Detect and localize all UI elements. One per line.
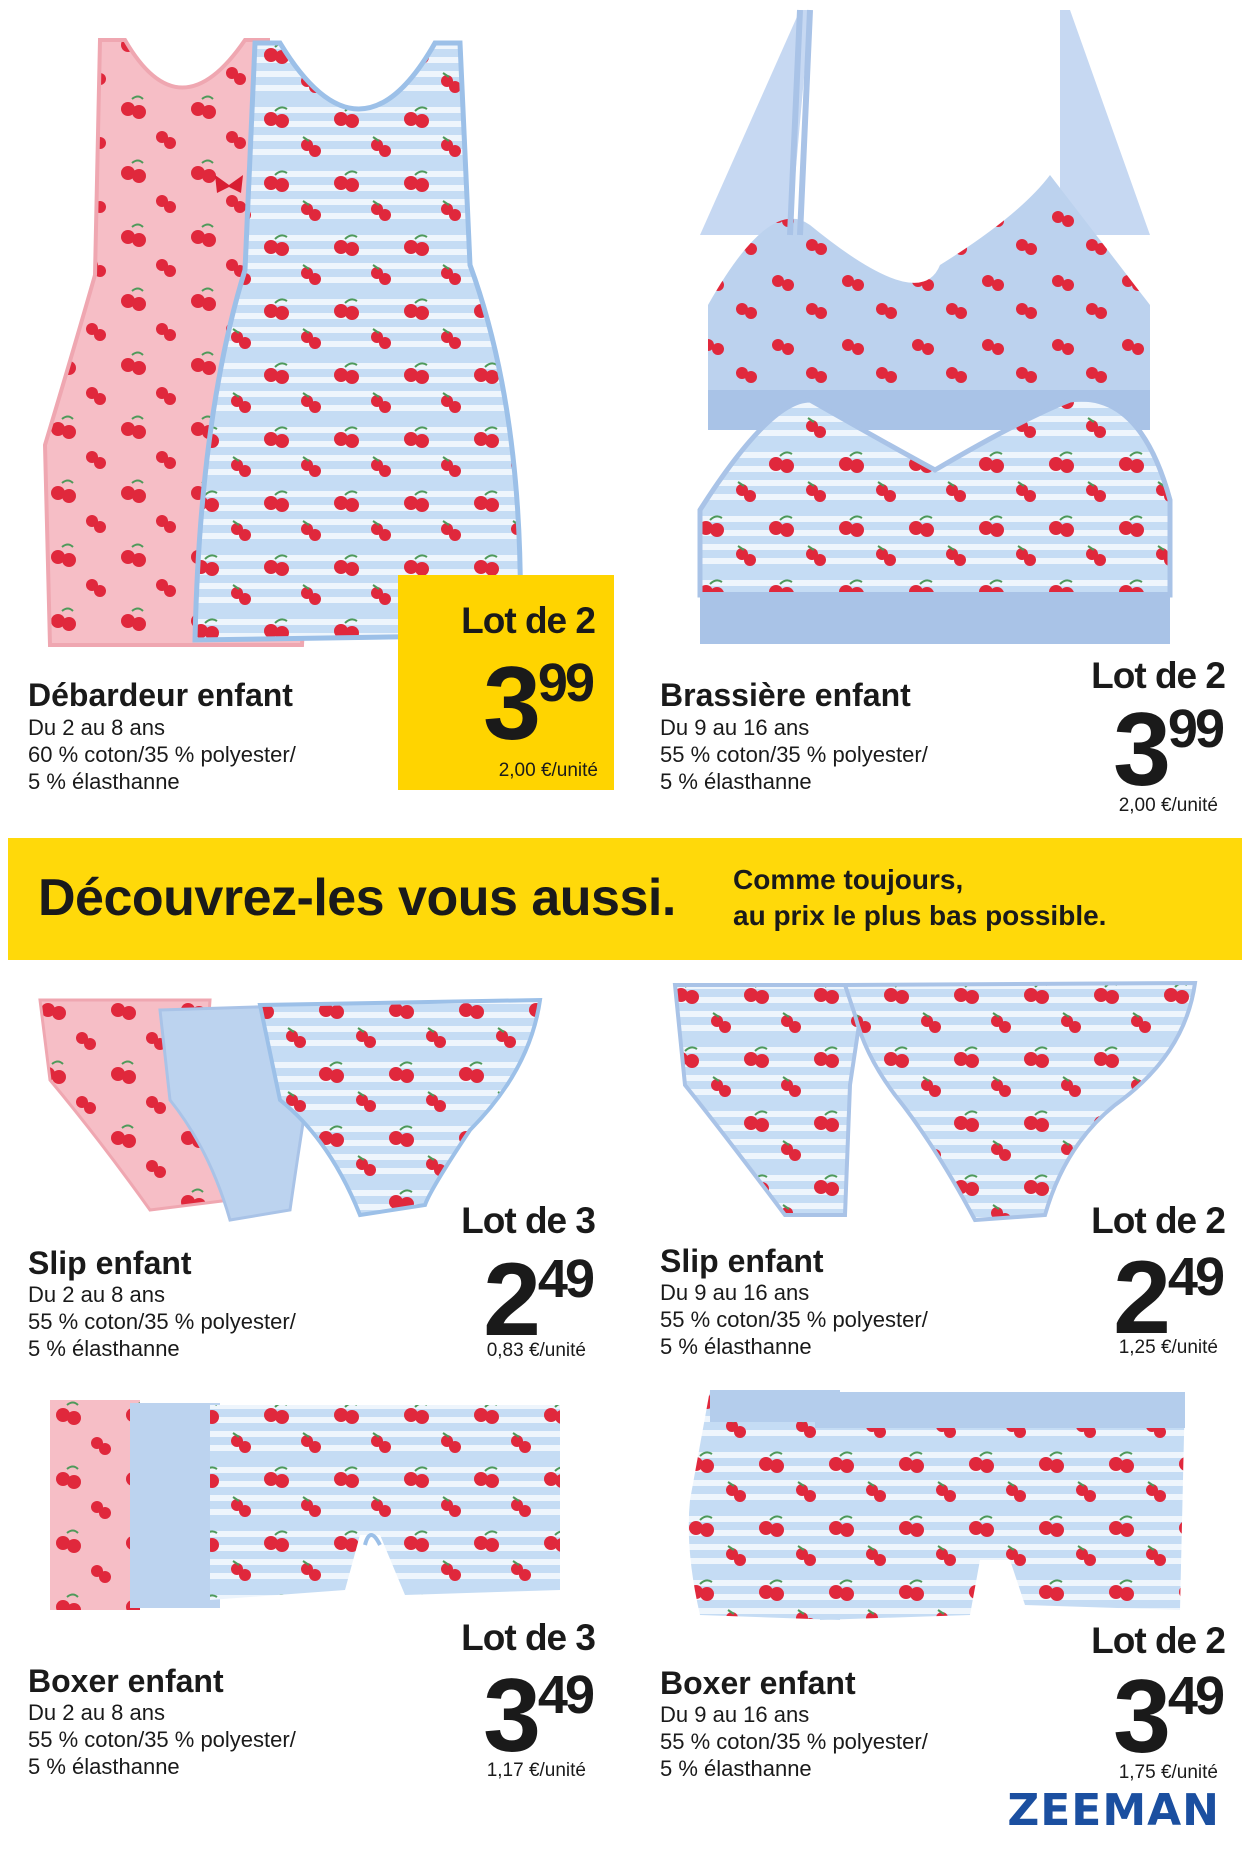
unit-price-slip-small: 0,83 €/unité	[486, 1340, 586, 1361]
price-cents: 99	[1167, 699, 1225, 759]
product-age-brassiere: Du 9 au 16 ans	[660, 715, 810, 740]
banner-subline-1: Comme toujours,	[733, 864, 964, 895]
blue-bra-image	[700, 9, 1150, 430]
product-composition2-brassiere: 5 % élasthanne	[660, 769, 812, 794]
product-title-brassiere: Brassière enfant	[660, 677, 911, 713]
product-composition2-debardeur: 5 % élasthanne	[28, 769, 180, 794]
price-brassiere: 399	[1030, 698, 1225, 802]
product-title-boxer-small: Boxer enfant	[28, 1663, 224, 1699]
price-int: 2	[1113, 1240, 1171, 1356]
price-boxer-big: 349	[1030, 1665, 1225, 1769]
product-composition-slip-small: 55 % coton/35 % polyester/	[28, 1309, 296, 1334]
blue-tank-top-image	[192, 40, 523, 643]
product-age-boxer-big: Du 9 au 16 ans	[660, 1702, 810, 1727]
lot-label-slip-small: Lot de 3	[461, 1200, 596, 1241]
product-composition2-boxer-big: 5 % élasthanne	[660, 1756, 812, 1781]
product-title-boxer-big: Boxer enfant	[660, 1665, 856, 1701]
product-title-slip-small: Slip enfant	[28, 1245, 192, 1281]
price-int: 3	[483, 1658, 541, 1774]
price-cents: 49	[537, 1665, 595, 1725]
banner-subline: Comme toujours, au prix le plus bas poss…	[733, 862, 1106, 934]
boxers-set-big-image	[688, 1390, 1185, 1620]
unit-price-debardeur: 2,00 €/unité	[498, 760, 598, 781]
blue-bra-striped-image	[697, 396, 1173, 644]
briefs-set-big-image	[672, 980, 1198, 1223]
banner-subline-2: au prix le plus bas possible.	[733, 900, 1107, 931]
price-boxer-small: 349	[400, 1664, 595, 1768]
price-slip-big: 249	[1030, 1246, 1225, 1350]
product-composition-brassiere: 55 % coton/35 % polyester/	[660, 742, 928, 767]
product-composition-debardeur: 60 % coton/35 % polyester/	[28, 742, 296, 767]
price-cents: 49	[537, 1249, 595, 1309]
product-age-slip-big: Du 9 au 16 ans	[660, 1280, 810, 1305]
zeeman-logo: ZEEMAN	[1007, 1785, 1220, 1836]
product-age-boxer-small: Du 2 au 8 ans	[28, 1700, 165, 1725]
price-int: 2	[483, 1242, 541, 1358]
product-composition-boxer-big: 55 % coton/35 % polyester/	[660, 1729, 928, 1754]
unit-price-boxer-small: 1,17 €/unité	[486, 1760, 586, 1781]
price-int: 3	[1113, 692, 1171, 808]
banner-headline: Découvrez-les vous aussi.	[38, 869, 676, 927]
price-cents: 49	[1167, 1247, 1225, 1307]
product-composition-slip-big: 55 % coton/35 % polyester/	[660, 1307, 928, 1332]
price-cents: 49	[1167, 1666, 1225, 1726]
lot-label-boxer-small: Lot de 3	[461, 1617, 596, 1658]
price-slip-small: 249	[400, 1248, 595, 1352]
price-debardeur: 399	[400, 652, 595, 756]
lot-label-slip-big: Lot de 2	[1091, 1200, 1226, 1241]
briefs-set-small-image	[38, 997, 543, 1222]
price-highlight-box	[398, 575, 614, 790]
unit-price-slip-big: 1,25 €/unité	[1118, 1337, 1218, 1358]
lot-label-boxer-big: Lot de 2	[1091, 1620, 1226, 1661]
product-title-debardeur: Débardeur enfant	[28, 677, 293, 713]
unit-price-brassiere: 2,00 €/unité	[1118, 795, 1218, 816]
product-composition2-slip-big: 5 % élasthanne	[660, 1334, 812, 1359]
product-age-debardeur: Du 2 au 8 ans	[28, 715, 165, 740]
promo-banner: Découvrez-les vous aussi. Comme toujours…	[8, 838, 1242, 960]
unit-price-boxer-big: 1,75 €/unité	[1118, 1762, 1218, 1783]
boxers-set-small-image	[50, 1400, 560, 1610]
product-composition2-slip-small: 5 % élasthanne	[28, 1336, 180, 1361]
product-age-slip-small: Du 2 au 8 ans	[28, 1282, 165, 1307]
lot-label-brassiere: Lot de 2	[1091, 655, 1226, 696]
lot-label-debardeur: Lot de 2	[461, 600, 596, 641]
price-cents: 99	[537, 653, 595, 713]
price-int: 3	[483, 646, 541, 762]
price-int: 3	[1113, 1659, 1171, 1775]
product-title-slip-big: Slip enfant	[660, 1243, 824, 1279]
product-composition2-boxer-small: 5 % élasthanne	[28, 1754, 180, 1779]
product-composition-boxer-small: 55 % coton/35 % polyester/	[28, 1727, 296, 1752]
